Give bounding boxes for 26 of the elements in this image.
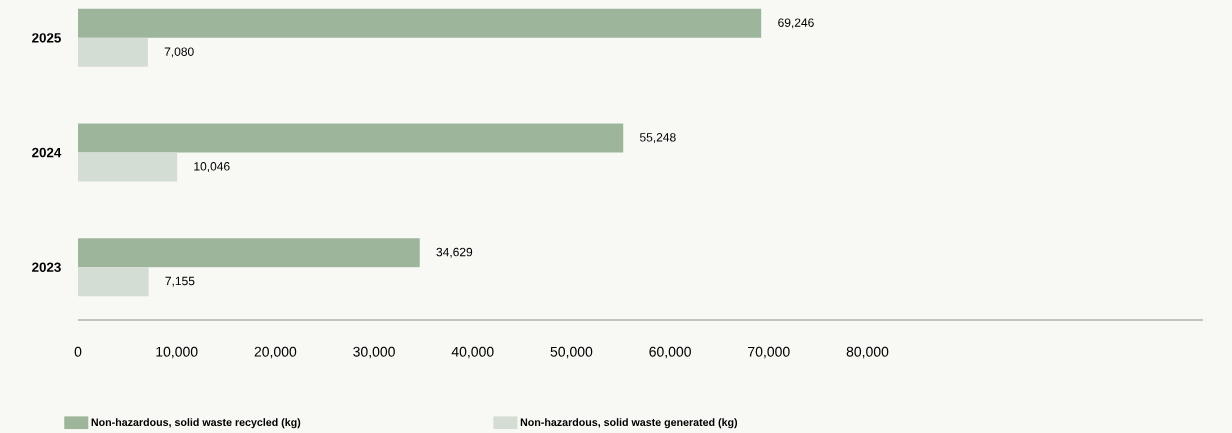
x-tick-label: 10,000 bbox=[156, 346, 198, 359]
x-tick-label: 0 bbox=[74, 346, 82, 357]
bar bbox=[78, 152, 178, 182]
x-tick-label: 60,000 bbox=[649, 346, 691, 359]
x-tick-label: 40,000 bbox=[451, 346, 494, 359]
data-label: 7,080 bbox=[164, 47, 194, 58]
x-tick-label: 70,000 bbox=[748, 346, 790, 359]
x-tick-label: 50,000 bbox=[550, 346, 593, 359]
x-tick-label: 80,000 bbox=[846, 346, 889, 359]
x-tick-label: 30,000 bbox=[353, 346, 395, 359]
bar bbox=[78, 8, 762, 38]
bar bbox=[78, 37, 148, 67]
y-tick-label: 2025 bbox=[32, 33, 61, 43]
bar bbox=[78, 267, 149, 297]
y-tick-label: 2024 bbox=[32, 147, 62, 158]
data-label: 7,155 bbox=[165, 276, 195, 287]
legend-label: Non-hazardous, solid waste generated (kg) bbox=[520, 418, 738, 429]
data-label: 55,248 bbox=[639, 132, 676, 143]
bar bbox=[78, 238, 420, 268]
data-label: 34,629 bbox=[436, 247, 473, 258]
data-label: 10,046 bbox=[194, 161, 230, 172]
x-tick-label: 20,000 bbox=[254, 346, 297, 359]
bar bbox=[78, 123, 624, 153]
legend-label: Non-hazardous, solid waste recycled (kg) bbox=[91, 418, 301, 429]
y-tick-label: 2023 bbox=[32, 262, 61, 272]
data-label: 69,246 bbox=[778, 18, 814, 29]
